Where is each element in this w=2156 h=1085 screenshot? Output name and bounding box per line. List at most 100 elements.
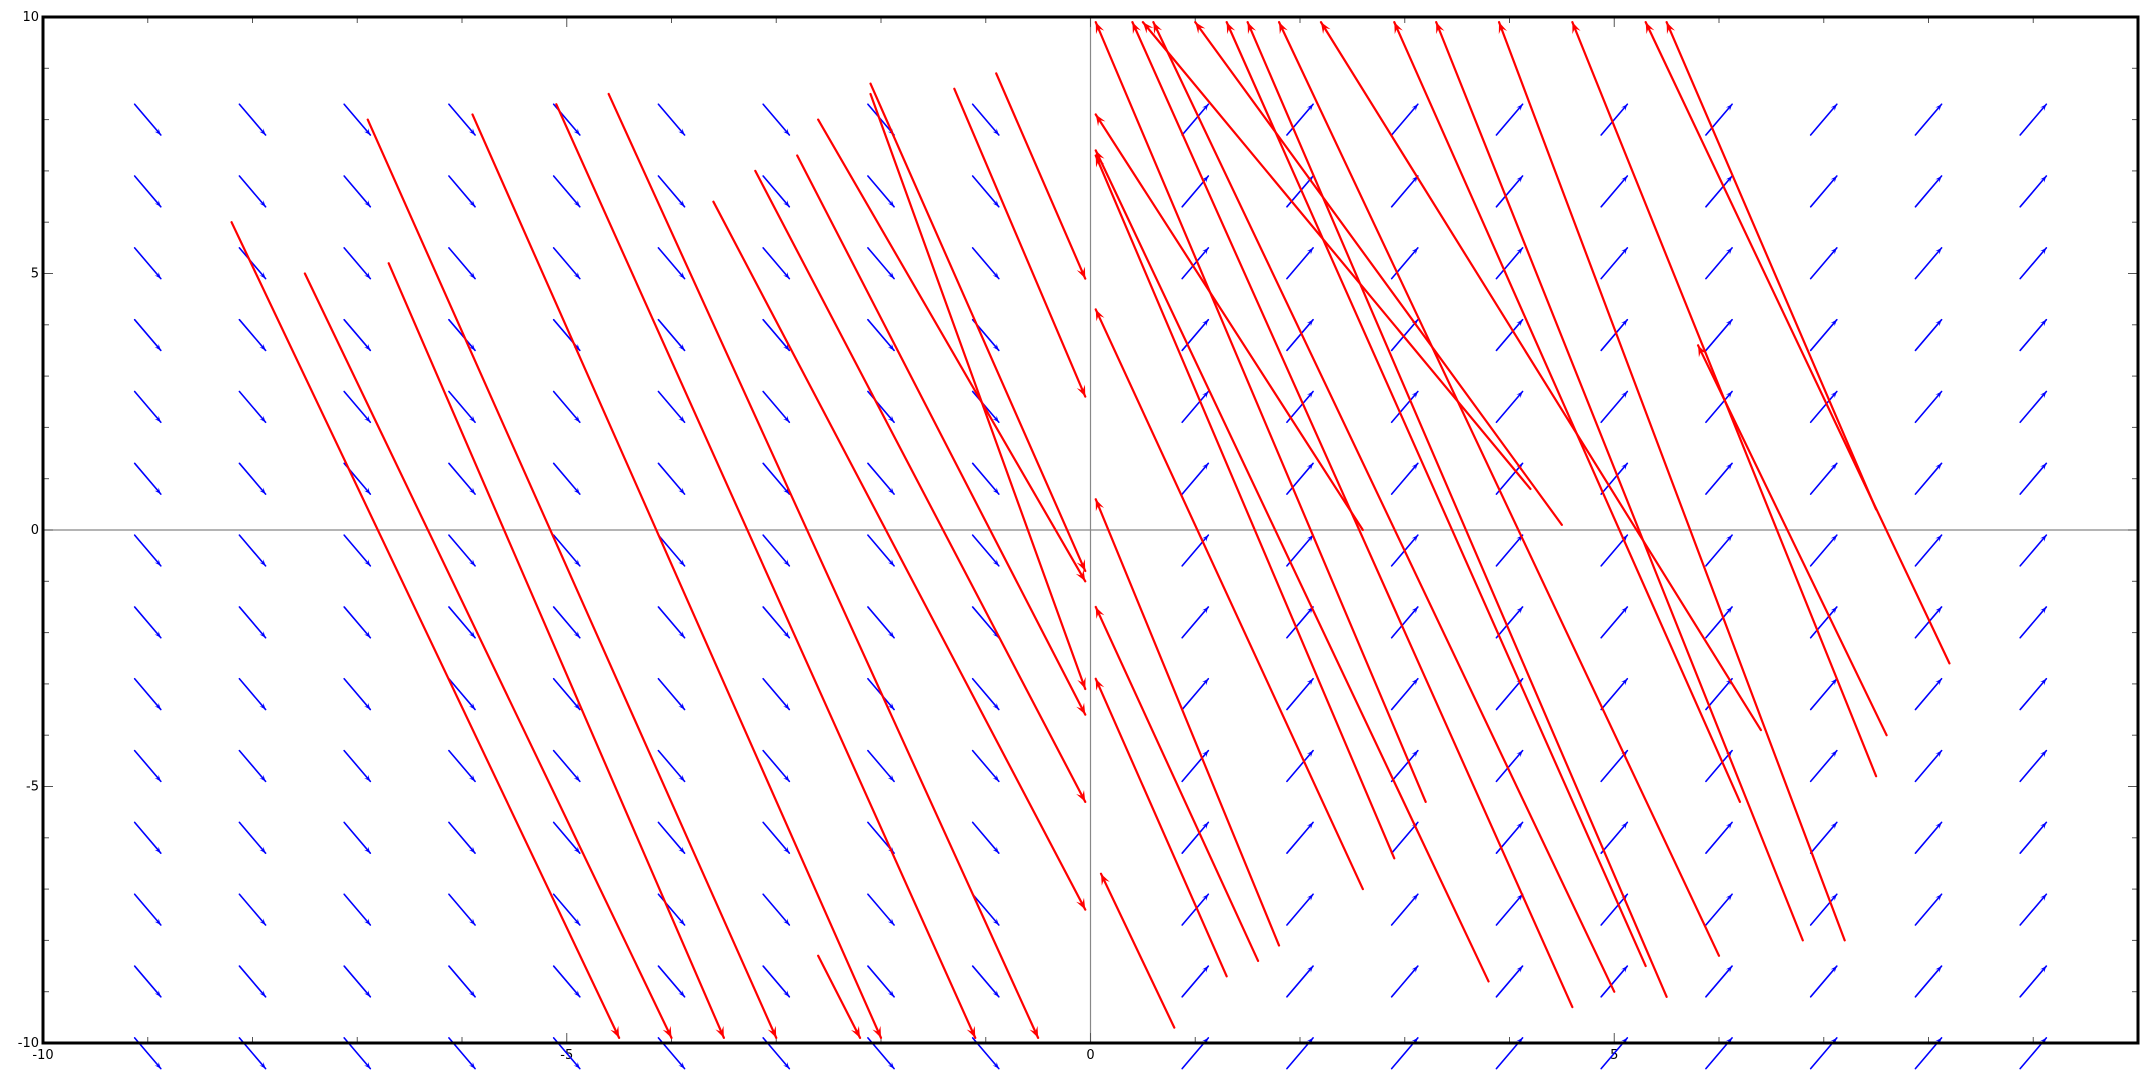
- field-arrow-head: [259, 990, 266, 997]
- field-arrow-head: [364, 415, 371, 423]
- field-arrow-shaft: [1600, 677, 1629, 711]
- field-arrow-head: [1202, 894, 1209, 901]
- field-arrow-shaft: [133, 606, 162, 639]
- trajectory-shaft: [1094, 677, 1228, 978]
- trajectory: [1152, 21, 1616, 993]
- field-arrow: [133, 534, 162, 567]
- trajectory-shaft: [1094, 113, 1364, 532]
- field-arrow: [657, 462, 686, 495]
- field-arrow-shaft: [971, 390, 1000, 424]
- field-arrow: [448, 247, 476, 280]
- trajectory-shaft: [387, 262, 725, 1039]
- field-arrow: [762, 534, 791, 567]
- trajectory: [1246, 21, 1668, 998]
- field-arrow-shaft: [448, 175, 476, 208]
- field-arrow: [1495, 534, 1524, 567]
- field-arrow-shaft: [1390, 318, 1419, 352]
- field-arrow: [1705, 606, 1733, 639]
- trajectory-shaft: [817, 954, 862, 1039]
- field-arrow-head: [1516, 1037, 1523, 1045]
- field-arrow: [1181, 318, 1210, 352]
- field-arrow-shaft: [2019, 390, 2048, 424]
- field-arrow: [1495, 965, 1524, 998]
- field-arrow: [238, 749, 267, 783]
- field-arrow: [552, 821, 581, 854]
- trajectory: [1696, 344, 1888, 737]
- trajectory-head: [1075, 569, 1086, 582]
- field-arrow: [238, 103, 267, 136]
- field-arrow-shaft: [343, 534, 372, 567]
- field-arrow-head: [1725, 247, 1733, 255]
- trajectory-shaft: [953, 87, 1087, 398]
- field-arrow: [971, 534, 1000, 567]
- trajectory-head: [1076, 384, 1086, 397]
- field-arrow-head: [887, 415, 895, 423]
- trajectory-head: [1698, 345, 1707, 358]
- field-arrow: [1181, 390, 1210, 424]
- field-arrow-head: [1621, 678, 1628, 686]
- trajectory-head: [1095, 499, 1105, 512]
- trajectory-head: [715, 1025, 724, 1038]
- field-arrow-head: [783, 1062, 790, 1069]
- field-arrow-shaft: [1181, 247, 1210, 280]
- field-arrow: [1914, 606, 1943, 639]
- field-arrow-head: [1306, 822, 1314, 830]
- field-arrow: [762, 677, 791, 711]
- field-arrow-head: [1830, 391, 1837, 399]
- field-arrow-head: [2040, 822, 2047, 830]
- field-arrow-head: [1935, 894, 1942, 901]
- trajectory-head: [1436, 22, 1445, 35]
- field-arrow: [2019, 821, 2048, 854]
- field-arrow-shaft: [1286, 103, 1314, 136]
- field-arrow-head: [1935, 535, 1942, 542]
- field-arrow-shaft: [1390, 677, 1419, 711]
- field-arrow-head: [1516, 678, 1523, 686]
- field-arrow-head: [1621, 606, 1628, 614]
- field-arrow-shaft: [1809, 175, 1838, 208]
- field-arrow-shaft: [1705, 390, 1733, 424]
- trajectory-shaft: [817, 118, 1087, 583]
- field-arrow: [343, 749, 372, 783]
- field-arrow: [1390, 103, 1419, 136]
- field-arrow: [1286, 103, 1314, 136]
- field-arrow-head: [1306, 678, 1314, 686]
- field-arrow: [238, 247, 267, 280]
- field-arrow-head: [573, 918, 580, 926]
- trajectory-head: [1100, 873, 1110, 886]
- field-arrow-head: [364, 272, 371, 279]
- trajectory-head: [1095, 22, 1105, 35]
- field-arrow: [1390, 247, 1419, 280]
- field-arrow: [1705, 821, 1733, 854]
- trajectory: [817, 954, 862, 1039]
- field-arrow-head: [783, 918, 790, 926]
- field-arrow: [971, 821, 1000, 854]
- field-arrow-head: [1516, 966, 1523, 973]
- field-arrow-head: [678, 631, 685, 638]
- field-arrow-head: [1202, 822, 1209, 830]
- field-arrow-shaft: [343, 965, 372, 998]
- field-arrow: [1181, 893, 1210, 926]
- field-arrow: [1181, 247, 1210, 280]
- field-arrow: [343, 247, 372, 280]
- field-arrow-shaft: [867, 462, 895, 495]
- field-arrow-head: [468, 702, 476, 710]
- field-arrow-head: [364, 559, 371, 566]
- field-arrow: [1705, 247, 1733, 280]
- field-arrow: [1705, 175, 1733, 208]
- field-arrow: [1705, 318, 1733, 352]
- trajectory: [555, 103, 977, 1039]
- field-arrow-shaft: [971, 821, 1000, 854]
- field-arrow: [1495, 390, 1524, 424]
- field-arrow: [1914, 103, 1943, 136]
- field-arrow-shaft: [1809, 318, 1838, 352]
- field-arrow-shaft: [1914, 103, 1943, 136]
- field-arrow-head: [468, 272, 476, 279]
- field-arrow: [1914, 390, 1943, 424]
- field-arrow-shaft: [762, 965, 791, 998]
- field-arrow: [1286, 247, 1314, 280]
- field-arrow-shaft: [1181, 103, 1210, 136]
- field-arrow: [133, 175, 162, 208]
- field-arrow: [1914, 749, 1943, 783]
- trajectory: [366, 118, 778, 1039]
